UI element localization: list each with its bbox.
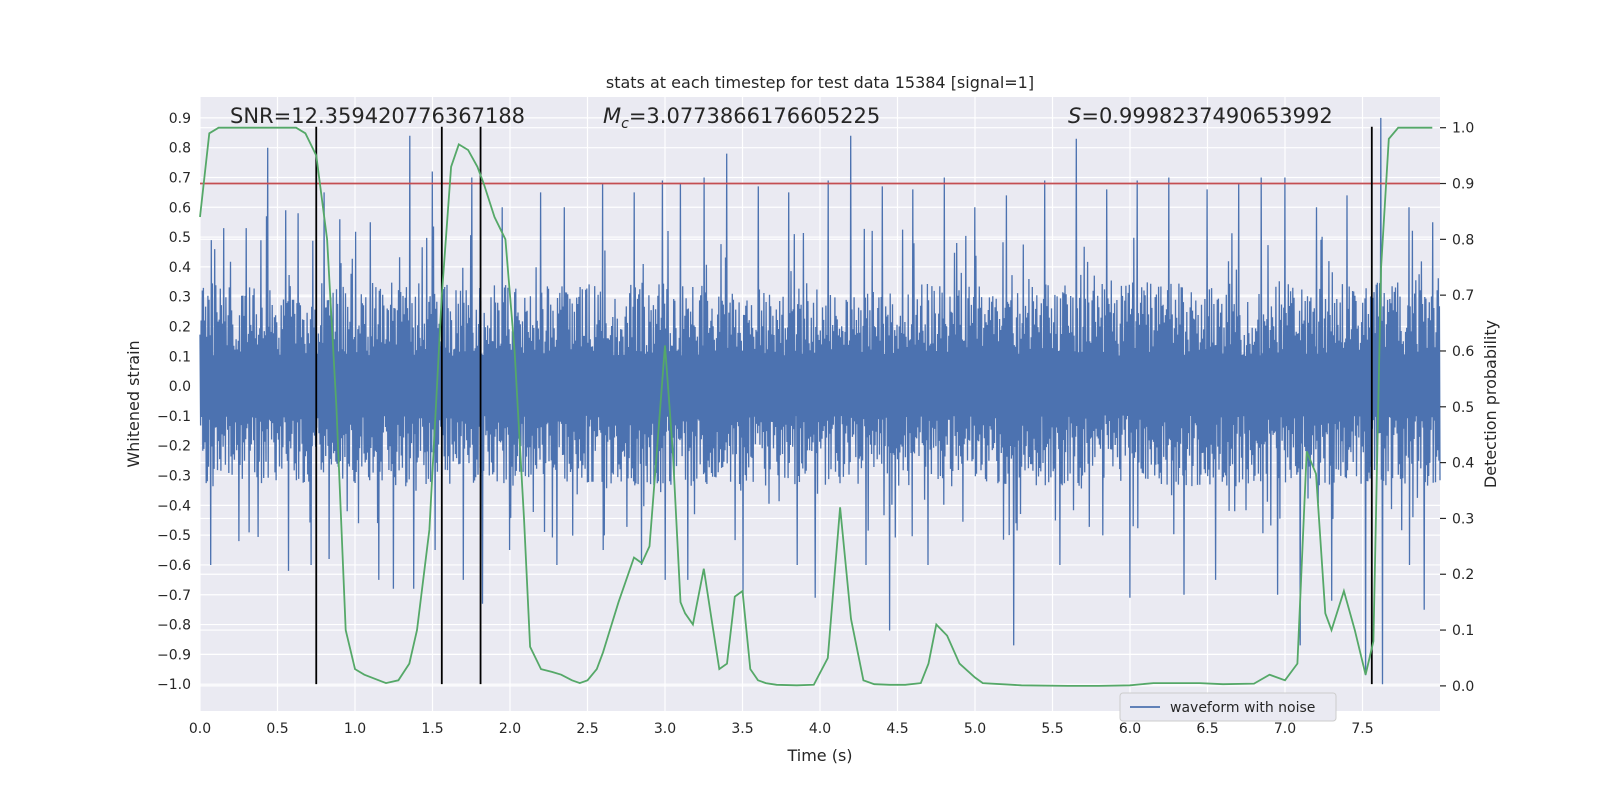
x-tick-label: 7.5	[1351, 721, 1373, 737]
y2-tick-label: 1.0	[1452, 121, 1474, 137]
x-tick-label: 1.5	[421, 721, 443, 737]
x-tick-label: 1.0	[344, 721, 366, 737]
x-ticks: 0.0 0.5 1.0 1.5 2.0 2.5 3.0 3.5 4.0 4.5 5.0 5.5 6.0 6…	[189, 721, 1374, 737]
y2-axis-label: Detection probability	[1481, 320, 1500, 488]
y2-tick-label: 0.9	[1452, 177, 1474, 193]
x-tick-label: 2.5	[576, 721, 598, 737]
x-tick-label: 6.0	[1119, 721, 1141, 737]
y2-tick-label: 0.4	[1452, 456, 1474, 472]
x-tick-label: 5.5	[1041, 721, 1063, 737]
s-symbol: S	[1068, 104, 1081, 128]
y2-tick-label: 0.5	[1452, 400, 1474, 416]
y-tick-label: −0.4	[157, 498, 191, 514]
waveform-line	[199, 117, 1441, 685]
y-tick-label: −0.2	[157, 439, 191, 455]
x-tick-label: 6.5	[1196, 721, 1218, 737]
x-tick-label: 3.5	[731, 721, 753, 737]
y-tick-label: −0.9	[157, 647, 191, 663]
chirp-mass-annotation: Mc=3.0773866176605225	[603, 104, 880, 132]
vertical-markers	[315, 126, 1373, 685]
y-tick-label: 0.4	[169, 260, 191, 276]
y-tick-label: 0.0	[169, 379, 191, 395]
y2-tick-label: 0.1	[1452, 623, 1474, 639]
chirp-mass-subscript: c	[621, 116, 629, 132]
y-tick-label: −0.3	[157, 469, 191, 485]
y-tick-label: −0.7	[157, 588, 191, 604]
x-tick-label: 5.0	[964, 721, 986, 737]
x-tick-label: 0.0	[189, 721, 211, 737]
y2-tick-label: 0.6	[1452, 344, 1474, 360]
x-tick-label: 2.0	[499, 721, 521, 737]
chart-title: stats at each timestep for test data 153…	[606, 73, 1034, 92]
x-tick-label: 7.0	[1274, 721, 1296, 737]
y-tick-label: −0.8	[157, 618, 191, 634]
s-annotation: S=0.9998237490653992	[1068, 104, 1333, 128]
y-tick-label: 0.7	[169, 170, 191, 186]
legend-label: waveform with noise	[1170, 700, 1315, 716]
y-ticks: 0.9 0.8 0.7 0.6 0.5 0.4 0.3 0.2 0.1 0.0 −0.1 −0.2 −0…	[157, 111, 191, 693]
chirp-mass-symbol: M	[603, 104, 621, 128]
waveform-series	[199, 117, 1441, 685]
x-tick-label: 0.5	[266, 721, 288, 737]
y2-tick-label: 0.0	[1452, 679, 1474, 695]
y-tick-label: −1.0	[157, 677, 191, 693]
legend: waveform with noise	[1119, 692, 1337, 722]
y-tick-label: 0.8	[169, 141, 191, 157]
y-axis-label: Whitened strain	[124, 340, 143, 467]
x-tick-label: 4.5	[886, 721, 908, 737]
y2-tick-label: 0.2	[1452, 567, 1474, 583]
y-tick-label: 0.2	[169, 320, 191, 336]
y-tick-label: −0.5	[157, 528, 191, 544]
legend-box	[1119, 692, 1337, 722]
x-tick-label: 4.0	[809, 721, 831, 737]
y2-ticks: 1.0 0.9 0.8 0.7 0.6 0.5 0.4 0.3 0.2 0.1 0.0	[1440, 121, 1474, 695]
y-tick-label: 0.9	[169, 111, 191, 127]
y-tick-label: −0.6	[157, 558, 191, 574]
probability-line	[199, 126, 1433, 687]
y2-tick-label: 0.3	[1452, 511, 1474, 527]
s-value: =0.9998237490653992	[1081, 104, 1332, 128]
x-axis-label: Time (s)	[786, 746, 852, 765]
snr-annotation: SNR=12.359420776367188	[230, 104, 525, 128]
chirp-mass-value: =3.0773866176605225	[629, 104, 880, 128]
x-tick-label: 3.0	[654, 721, 676, 737]
y-tick-label: 0.6	[169, 200, 191, 216]
y-tick-label: −0.1	[157, 409, 191, 425]
y-tick-label: 0.5	[169, 230, 191, 246]
probability-series-group	[199, 126, 1433, 687]
y-tick-label: 0.1	[169, 349, 191, 365]
y2-tick-label: 0.8	[1452, 232, 1474, 248]
y2-tick-label: 0.7	[1452, 288, 1474, 304]
y-tick-label: 0.3	[169, 290, 191, 306]
